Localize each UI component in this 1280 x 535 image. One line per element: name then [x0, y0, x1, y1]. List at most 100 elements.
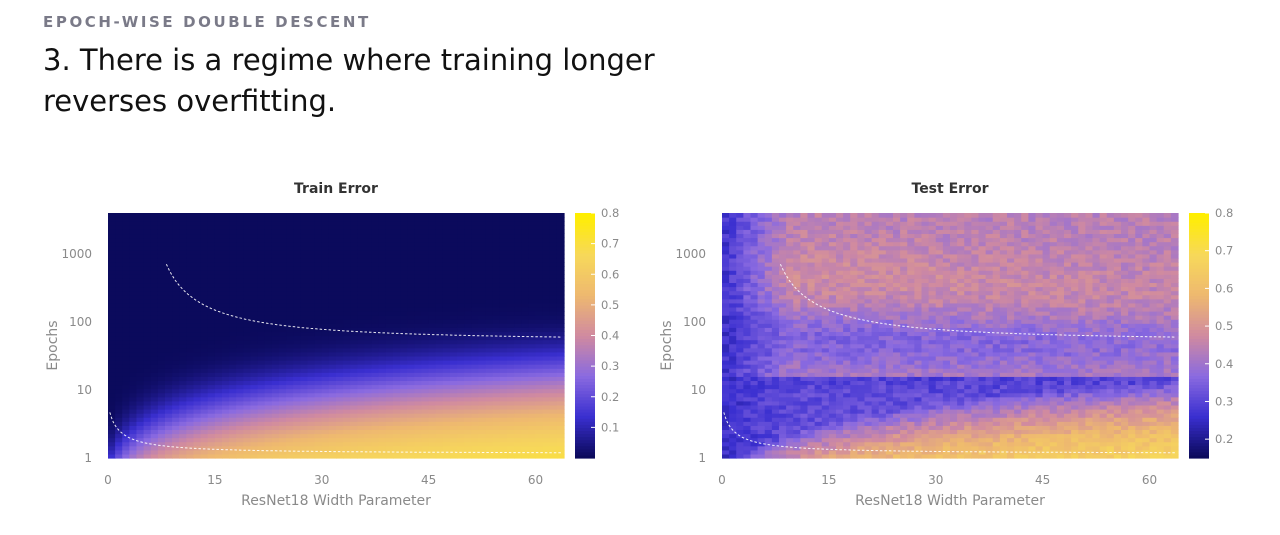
heatmap-cell [743, 441, 752, 447]
heatmap-cell [172, 343, 180, 349]
heatmap-cell [321, 225, 330, 230]
heatmap-cell [357, 241, 366, 247]
heatmap-cell [771, 396, 780, 402]
heatmap-cell [442, 364, 451, 369]
heatmap-cell [350, 327, 358, 333]
heatmap-cell [407, 294, 415, 300]
heatmap-cell [828, 413, 837, 418]
heatmap-cell [343, 237, 351, 243]
heatmap-cell [343, 225, 351, 230]
heatmap-cell [200, 233, 209, 239]
heatmap-cell [314, 237, 323, 243]
heatmap-cell [293, 429, 301, 435]
heatmap-cell [108, 249, 116, 255]
heatmap-cell [793, 278, 801, 284]
heatmap-cell [457, 266, 465, 271]
heatmap-cell [343, 404, 351, 410]
heatmap-cell [556, 376, 565, 382]
heatmap-cell [528, 274, 537, 279]
heatmap-cell [485, 388, 494, 394]
heatmap-cell [521, 355, 529, 361]
heatmap-cell [471, 286, 480, 292]
heatmap-cell [850, 278, 858, 284]
heatmap-cell [736, 311, 744, 316]
heatmap-cell [307, 425, 316, 431]
heatmap-cell [507, 360, 515, 365]
heatmap-cell [722, 453, 730, 459]
heatmap-cell [421, 274, 430, 279]
heatmap-cell [485, 294, 494, 300]
heatmap-cell [414, 286, 423, 292]
heatmap-cell [236, 245, 244, 251]
heatmap-cell [243, 396, 252, 402]
heatmap-cell [336, 294, 344, 300]
heatmap-cell [843, 380, 851, 386]
heatmap-cell [528, 233, 537, 239]
heatmap-cell [264, 331, 273, 337]
heatmap-cell [771, 351, 780, 357]
heatmap-cell [129, 253, 138, 259]
heatmap-cell [528, 400, 537, 406]
heatmap-cell [108, 213, 116, 218]
heatmap-cell [229, 376, 237, 382]
heatmap-cell [843, 221, 851, 226]
heatmap-cell [750, 413, 759, 418]
heatmap-cell [757, 229, 766, 235]
heatmap-cell [385, 298, 394, 304]
heatmap-cell [293, 274, 301, 279]
heatmap-cell [786, 257, 794, 263]
heatmap-cell [722, 364, 730, 369]
heatmap-cell [357, 221, 366, 226]
heatmap-cell [485, 315, 494, 320]
heatmap-cell [150, 425, 159, 431]
heatmap-cell [229, 306, 237, 312]
heatmap-cell [236, 384, 244, 390]
heatmap-cell [528, 372, 537, 377]
heatmap-cell [150, 262, 159, 267]
heatmap-cell [286, 298, 294, 304]
heatmap-cell [286, 266, 294, 271]
heatmap-cell [222, 343, 230, 349]
heatmap-cell [357, 339, 366, 345]
heatmap-cell [108, 225, 116, 230]
heatmap-cell [556, 437, 565, 443]
heatmap-cell [471, 262, 480, 267]
heatmap-cell [314, 441, 323, 447]
heatmap-cell [736, 409, 744, 414]
heatmap-cell [207, 229, 216, 235]
heatmap-cell [800, 302, 809, 308]
heatmap-cell [129, 376, 138, 382]
heatmap-cell [179, 417, 187, 422]
heatmap-cell [485, 429, 494, 435]
heatmap-cell [800, 347, 809, 353]
heatmap-cell [108, 347, 116, 353]
heatmap-cell [521, 306, 529, 312]
heatmap-cell [385, 237, 394, 243]
heatmap-cell [143, 311, 152, 316]
heatmap-cell [428, 425, 437, 431]
heatmap-cell [757, 323, 766, 328]
heatmap-cell [350, 372, 358, 377]
heatmap-cell [300, 221, 309, 226]
heatmap-cell [236, 433, 244, 439]
heatmap-cell [229, 266, 237, 271]
heatmap-cell [179, 343, 187, 349]
heatmap-cell [471, 417, 480, 422]
heatmap-cell [435, 237, 444, 243]
heatmap-cell [793, 257, 801, 263]
heatmap-cell [350, 213, 358, 218]
heatmap-cell [357, 347, 366, 353]
heatmap-cell [450, 364, 458, 369]
heatmap-cell [328, 453, 337, 459]
heatmap-cell [143, 262, 152, 267]
heatmap-cell [122, 213, 130, 218]
heatmap-cell [514, 253, 522, 259]
heatmap-cell [485, 445, 494, 451]
heatmap-cell [250, 376, 259, 382]
heatmap-cell [286, 409, 294, 414]
heatmap-cell [286, 311, 294, 316]
heatmap-cell [771, 364, 780, 369]
heatmap-cell [300, 449, 309, 455]
heatmap-cell [485, 306, 494, 312]
heatmap-cell [115, 339, 123, 345]
